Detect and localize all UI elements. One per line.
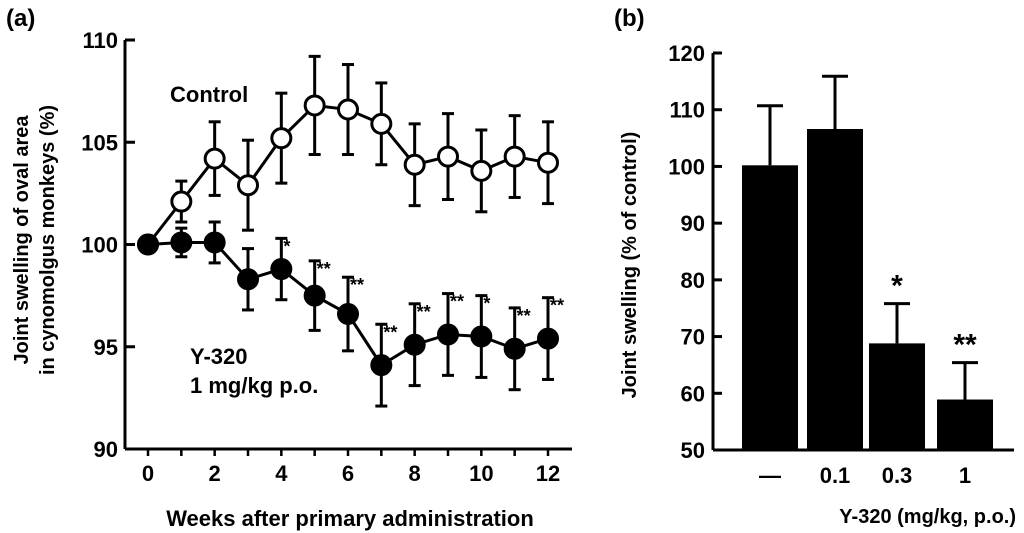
panel-b-y-tick-label: 70 bbox=[681, 325, 705, 350]
legend-control: Control bbox=[170, 82, 248, 107]
panel-b-x-tick-label: 1 bbox=[959, 463, 971, 488]
panel-a-ylabel-line2: in cynomolgus monkeys (%) bbox=[37, 105, 59, 375]
panel-b-bar-chart: (b) Joint swelling (% of control) 50 60 70… bbox=[614, 5, 1016, 528]
control-point bbox=[403, 153, 426, 176]
control-point bbox=[170, 190, 193, 213]
control-point bbox=[370, 112, 393, 135]
panel-a-xlabel: Weeks after primary administration bbox=[166, 506, 534, 531]
panel-b-label: (b) bbox=[614, 5, 645, 32]
y320-point bbox=[270, 258, 293, 281]
panel-a-x-tick-label: 2 bbox=[209, 461, 221, 486]
y320-point bbox=[203, 231, 226, 254]
y320-significance: ** bbox=[517, 306, 531, 326]
panel-b-x-tick-label: 0.1 bbox=[820, 463, 851, 488]
y320-point bbox=[537, 327, 559, 350]
y320-significance: ** bbox=[450, 292, 464, 312]
y320-point bbox=[337, 303, 359, 326]
panel-b-y-ticks: 50 60 70 80 90 100 110 120 bbox=[668, 41, 722, 463]
panel-a-line-chart: (a) Joint swelling of oval area in cynom… bbox=[6, 5, 572, 531]
panel-a-ylabel-line1: Joint swelling of oval area bbox=[11, 115, 33, 365]
panel-a-x-tick-label: 0 bbox=[142, 461, 154, 486]
panel-a-y-tick-label: 90 bbox=[94, 437, 118, 462]
control-point bbox=[337, 98, 359, 121]
bar bbox=[742, 165, 798, 450]
y320-significance: ** bbox=[350, 275, 364, 295]
panel-b-x-tick-label: — bbox=[759, 463, 781, 488]
control-point bbox=[437, 145, 459, 168]
y320-point bbox=[470, 325, 493, 348]
legend-y320-line1: Y-320 bbox=[190, 344, 248, 369]
legend-y320-line2: 1 mg/kg p.o. bbox=[190, 373, 318, 398]
y320-point bbox=[303, 284, 326, 307]
panel-b-y-tick-label: 120 bbox=[668, 41, 705, 66]
panel-a-y-tick-label: 95 bbox=[94, 335, 118, 360]
panel-b-y-tick-label: 50 bbox=[681, 438, 705, 463]
panel-a-x-tick-label: 10 bbox=[469, 461, 493, 486]
panel-b-y-tick-label: 100 bbox=[668, 154, 705, 179]
panel-b-bars: *** bbox=[742, 74, 993, 451]
control-point bbox=[537, 151, 559, 174]
panel-b-ylabel: Joint swelling (% of control) bbox=[619, 132, 641, 399]
bar-significance: ** bbox=[953, 329, 977, 362]
panel-b-y-tick-label: 80 bbox=[681, 268, 705, 293]
y320-point bbox=[137, 233, 159, 256]
y320-significance: ** bbox=[383, 322, 397, 342]
control-point bbox=[470, 159, 493, 182]
y320-point bbox=[237, 268, 259, 291]
bar bbox=[937, 399, 993, 450]
panel-b-x-tick-label: 0.3 bbox=[882, 463, 913, 488]
control-point bbox=[270, 127, 293, 150]
panel-a-label: (a) bbox=[6, 5, 35, 32]
panel-b-xlabel: Y-320 (mg/kg, p.o.) bbox=[839, 506, 1016, 528]
control-point bbox=[303, 94, 326, 117]
control-point bbox=[203, 147, 226, 170]
y320-significance: * bbox=[483, 294, 490, 314]
y320-point bbox=[503, 337, 526, 360]
y320-point bbox=[437, 323, 459, 346]
panel-a-series: *********** ***** bbox=[137, 54, 564, 408]
y320-point bbox=[370, 354, 393, 377]
panel-a-x-tick-label: 4 bbox=[275, 461, 288, 486]
panel-a-y-tick-label: 110 bbox=[83, 28, 119, 53]
panel-a-y-tick-label: 100 bbox=[81, 233, 118, 258]
panel-a-x-tick-label: 8 bbox=[409, 461, 421, 486]
panel-a-x-tick-label: 6 bbox=[342, 461, 354, 486]
panel-a-x-tick-label: 12 bbox=[536, 461, 560, 486]
control-point bbox=[237, 174, 259, 197]
panel-b-x-ticks: — 0.1 0.3 1 bbox=[759, 463, 971, 488]
panel-b-y-tick-label: 110 bbox=[670, 98, 706, 123]
panel-b-y-tick-label: 90 bbox=[681, 211, 705, 236]
panel-a-x-ticks: 0 2 4 6 8 10 12 bbox=[142, 449, 560, 486]
control-point bbox=[503, 145, 526, 168]
panel-b-y-tick-label: 60 bbox=[681, 381, 705, 406]
panel-a-y-tick-label: 105 bbox=[81, 130, 118, 155]
y320-significance: ** bbox=[550, 296, 564, 316]
y320-significance: * bbox=[283, 236, 290, 256]
bar-significance: * bbox=[891, 270, 903, 303]
bar bbox=[807, 128, 863, 451]
y320-point bbox=[403, 333, 426, 356]
y320-significance: ** bbox=[417, 302, 431, 322]
panel-a-y-ticks: 90 95 100 105 110 bbox=[81, 28, 135, 462]
bar bbox=[869, 343, 925, 450]
y320-significance: ** bbox=[317, 259, 331, 279]
y320-point bbox=[170, 231, 193, 254]
